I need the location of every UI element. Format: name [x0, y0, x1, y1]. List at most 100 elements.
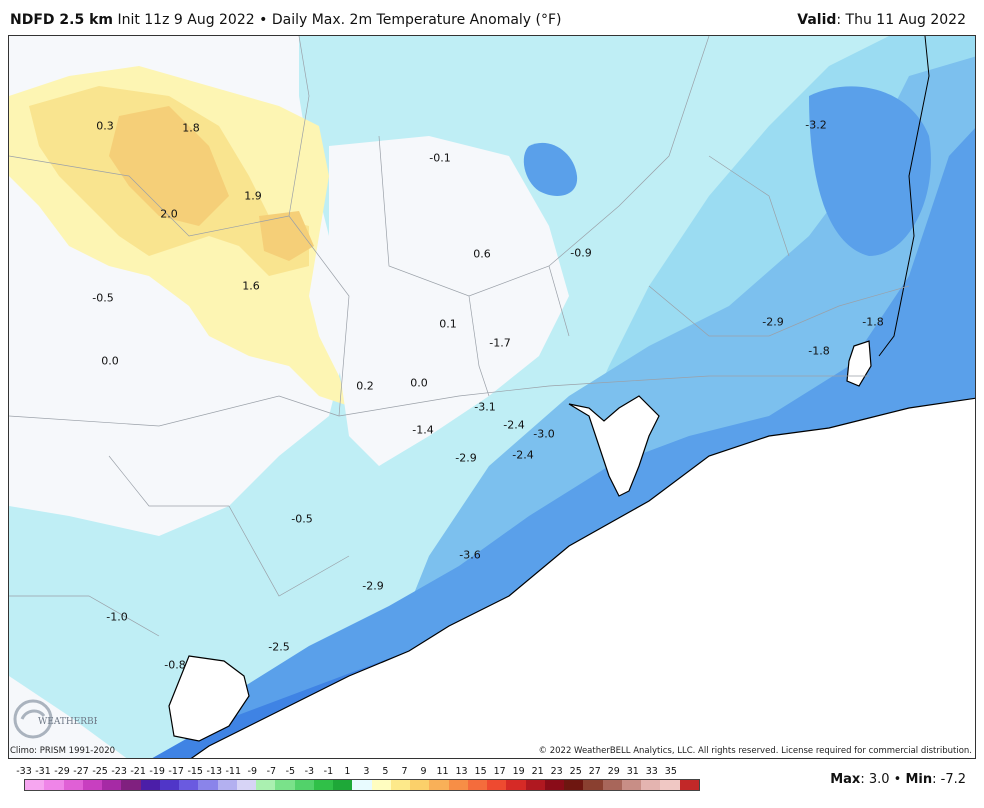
legend-tick-label: -17 [168, 766, 184, 777]
legend-tick-label: -33 [16, 766, 32, 777]
min-label: Min [905, 772, 933, 787]
anomaly-label: 1.8 [182, 121, 200, 135]
legend-tick-label: 7 [401, 766, 408, 777]
legend-tick-label: 19 [512, 766, 525, 777]
louisiana-border [878, 36, 930, 357]
legend-swatch [679, 780, 699, 790]
anomaly-label: -0.8 [164, 658, 186, 672]
legend-swatch [198, 780, 218, 790]
product-name: Daily Max. 2m Temperature Anomaly (°F) [271, 12, 562, 28]
legend-tick-label: 13 [455, 766, 468, 777]
legend-swatch [25, 780, 45, 790]
anomaly-label: -1.7 [489, 336, 511, 350]
anomaly-label: -3.6 [459, 548, 481, 562]
anomaly-label: 0.1 [439, 317, 457, 331]
valid-value: : Thu 11 Aug 2022 [836, 12, 966, 28]
legend-swatch [660, 780, 680, 790]
anomaly-label: -3.0 [533, 427, 555, 441]
anomaly-label: 0.6 [473, 247, 491, 261]
header: NDFD 2.5 km Init 11z 9 Aug 2022 • Daily … [0, 0, 984, 36]
anomaly-label: 0.3 [96, 119, 114, 133]
legend-tick-label: -25 [92, 766, 108, 777]
maxmin-separator: • [889, 772, 906, 787]
legend-swatch [140, 780, 160, 790]
anomaly-label: 2.0 [160, 207, 178, 221]
legend-tick-label: -19 [149, 766, 165, 777]
cool-spot-north [523, 142, 578, 196]
anomaly-label: -1.8 [862, 315, 884, 329]
legend-swatch [256, 780, 276, 790]
legend-tick-label: 1 [344, 766, 351, 777]
max-value: : 3.0 [860, 772, 890, 787]
color-legend [24, 779, 700, 791]
anomaly-label: -0.5 [92, 291, 114, 305]
legend-swatch [236, 780, 256, 790]
valid-time: Valid: Thu 11 Aug 2022 [797, 12, 966, 28]
gulf-of-mexico [191, 398, 975, 758]
legend-swatch [82, 780, 102, 790]
anomaly-label: 0.2 [356, 379, 374, 393]
legend-swatch [487, 780, 507, 790]
anomaly-label: -3.1 [474, 400, 496, 414]
anomaly-label: -0.5 [291, 512, 313, 526]
legend-tick-label: 17 [493, 766, 506, 777]
sabine-lake [846, 340, 872, 387]
legend-tick-label: -29 [54, 766, 70, 777]
anomaly-label: -2.5 [268, 640, 290, 654]
matagorda-bay [168, 655, 250, 742]
legend-swatch [564, 780, 584, 790]
legend-swatch [410, 780, 430, 790]
legend-swatch [602, 780, 622, 790]
legend-tick-label: 35 [664, 766, 677, 777]
legend-swatch [294, 780, 314, 790]
anomaly-map [9, 36, 975, 758]
legend-tick-label: -11 [225, 766, 242, 777]
title-separator: • [259, 12, 268, 28]
coastline [190, 397, 975, 758]
legend-swatch [583, 780, 603, 790]
legend-swatch [525, 780, 545, 790]
legend-swatch [313, 780, 333, 790]
legend-tick-label: 29 [607, 766, 620, 777]
legend-tick-label: 3 [363, 766, 370, 777]
copyright-note: © 2022 WeatherBELL Analytics, LLC. All r… [538, 746, 972, 756]
legend-tick-label: -13 [206, 766, 222, 777]
legend-swatch [544, 780, 564, 790]
legend-tick-label: 15 [474, 766, 487, 777]
anomaly-label: 1.6 [242, 279, 260, 293]
legend-tick-label: 27 [588, 766, 601, 777]
anomaly-label: -1.4 [412, 423, 434, 437]
min-value: : -7.2 [932, 772, 966, 787]
galveston-bay [568, 395, 660, 497]
anomaly-label: -2.9 [455, 451, 477, 465]
neutral-region-west [9, 266, 179, 466]
legend-tick-label: -7 [266, 766, 277, 777]
anomaly-label: 0.0 [101, 354, 119, 368]
legend-swatch [429, 780, 449, 790]
legend-tick-label: 25 [569, 766, 582, 777]
legend-swatch [44, 780, 64, 790]
legend-swatch [217, 780, 237, 790]
legend-swatch [448, 780, 468, 790]
legend-swatch [390, 780, 410, 790]
legend-swatch [121, 780, 141, 790]
legend-tick-label: 5 [382, 766, 389, 777]
legend-swatch [179, 780, 199, 790]
legend-tick-label: 21 [531, 766, 544, 777]
anomaly-label: -2.9 [762, 315, 784, 329]
model-name: NDFD 2.5 km [10, 12, 113, 28]
legend-swatch [641, 780, 661, 790]
legend-tick-label: -5 [285, 766, 296, 777]
max-min-readout: Max: 3.0 • Min: -7.2 [830, 772, 966, 787]
legend-tick-label: 23 [550, 766, 563, 777]
legend-tick-label: -1 [323, 766, 334, 777]
anomaly-label: -3.2 [805, 118, 827, 132]
anomaly-label: -2.4 [512, 448, 534, 462]
anomaly-label: -2.9 [362, 579, 384, 593]
neutral-region-central [329, 136, 569, 466]
climo-note: Climo: PRISM 1991-2020 [10, 746, 116, 756]
legend-swatch [275, 780, 295, 790]
legend-tick-label: -23 [111, 766, 127, 777]
legend-tick-label: -3 [304, 766, 315, 777]
map: 0.3 1.8 -0.1 -3.2 1.9 2.0 0.6 -0.9 1.6 -… [8, 35, 976, 759]
